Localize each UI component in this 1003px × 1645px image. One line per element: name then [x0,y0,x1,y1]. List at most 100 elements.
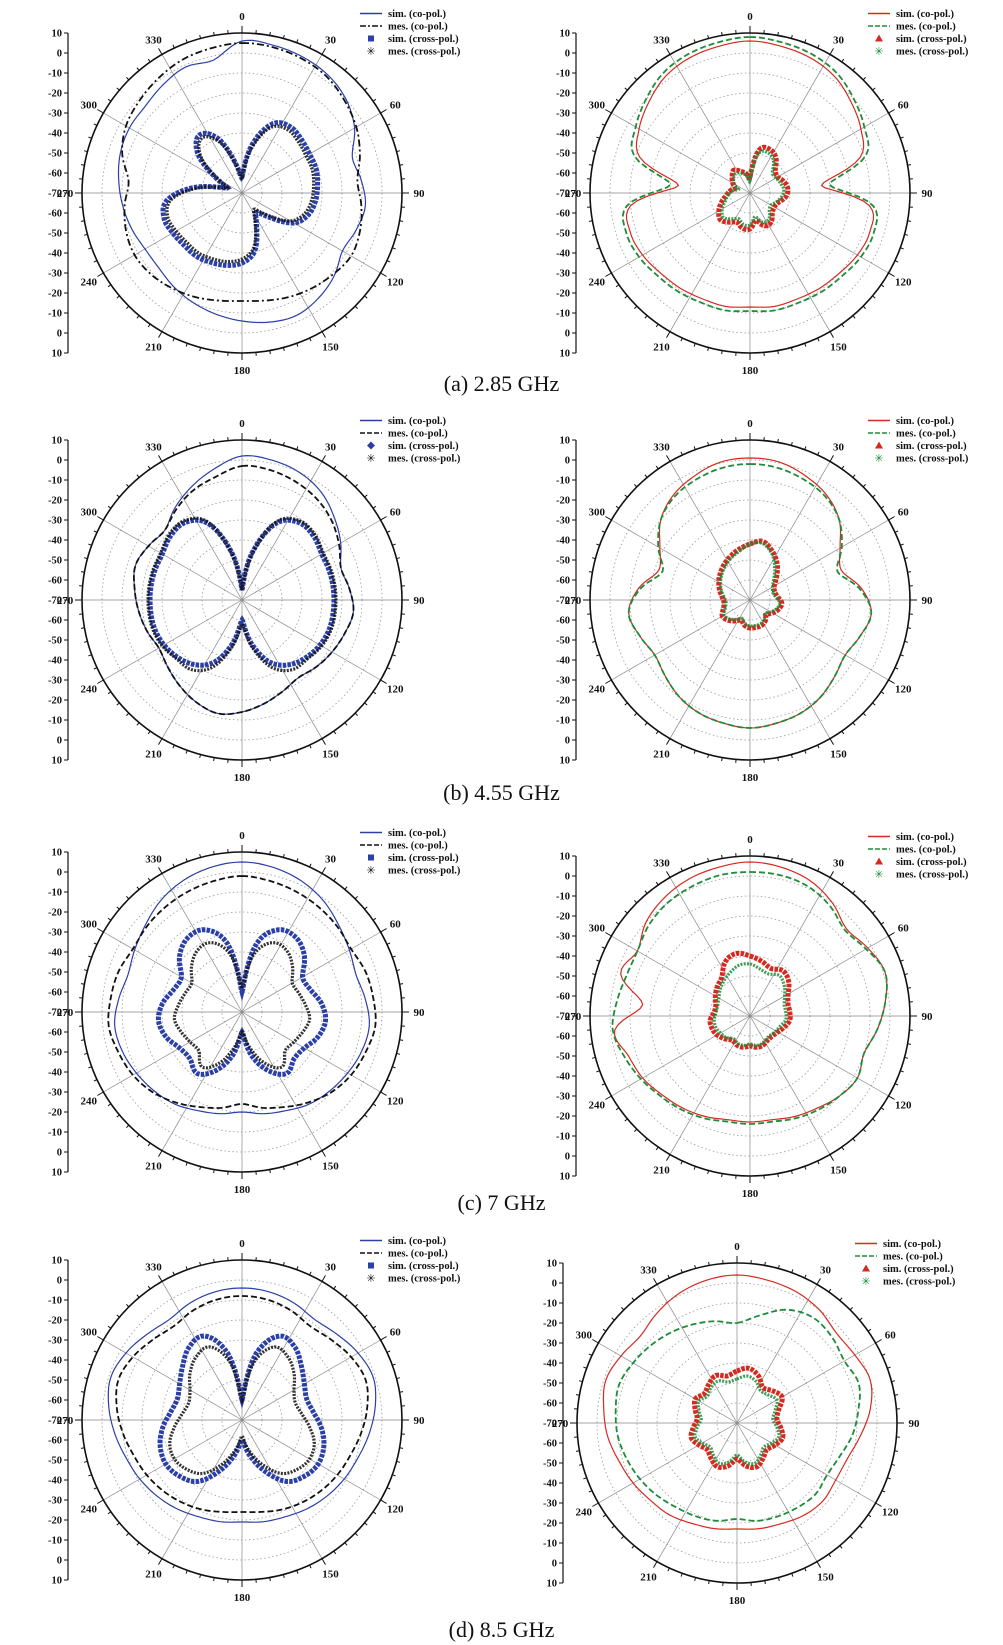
angle-tick-mark [136,474,140,478]
radial-tick-label: -40 [48,1356,62,1367]
grid-spoke [749,54,831,194]
angle-tick-mark [172,451,175,456]
angle-tick-mark [829,1154,834,1161]
angle-tick-mark [624,494,628,498]
angle-tick-mark [80,627,85,629]
angle-tick-mark [596,543,600,546]
angle-tick-label: 60 [898,507,910,519]
angle-tick-mark [777,1264,780,1269]
angle-tick-mark [88,543,92,546]
legend-swatch [875,857,883,865]
angle-tick-mark [804,862,807,866]
grid-spoke [161,1011,243,1151]
angle-tick-label: 330 [145,35,162,47]
angle-tick-mark [97,516,104,521]
angle-tick-label: 0 [239,830,245,842]
angle-tick-mark [655,323,659,328]
angle-tick-mark [172,337,175,342]
angle-tick-mark [199,441,202,446]
legend-swatch [862,1264,870,1272]
radial-tick-label: -30 [48,1496,62,1507]
angle-tick-mark [354,484,358,488]
angle-tick-mark [321,1275,326,1282]
angle-tick-label: 0 [747,418,753,430]
angle-tick-mark [615,691,620,695]
angle-tick-mark [862,1128,866,1132]
angle-tick-mark [172,1271,175,1276]
angle-tick-mark [588,987,593,989]
grid-spoke [736,1422,876,1504]
radial-tick-label: -30 [556,676,570,687]
angle-tick-mark [107,284,112,288]
radial-tick-label: -30 [556,269,570,280]
angle-tick-mark [707,857,710,862]
caption-d: (d) 8.5 GHz [448,1617,555,1642]
angle-tick-mark [777,854,779,859]
angle-tick-mark [116,1114,120,1118]
series-curve-3 [168,1345,316,1476]
angle-tick-mark [107,98,112,102]
angle-tick-mark [859,1525,863,1529]
angle-tick-mark [116,295,120,299]
angle-tick-mark [309,1564,312,1569]
angle-tick-mark [575,1450,580,1452]
angle-tick-mark [354,1124,358,1128]
angle-tick-label: 180 [742,365,759,377]
legend-label: mes. (cross-pol.) [388,866,461,877]
angle-tick-label: 60 [390,919,402,931]
angle-tick-mark [364,906,368,910]
angle-tick-mark [804,1166,807,1170]
angle-tick-mark [364,87,368,91]
angle-tick-mark [344,1542,348,1546]
angle-tick-mark [364,702,368,706]
legend-swatch [875,34,883,42]
angle-tick-mark [615,284,620,288]
grid-spoke [669,192,751,332]
radial-tick-label: -60 [48,988,62,999]
angle-tick-label: 270 [57,188,74,200]
angle-tick-mark [126,77,130,81]
radial-tick-label: -30 [48,1336,62,1347]
angle-tick-mark [354,896,358,900]
series-curve-2 [157,1333,327,1484]
angle-tick-mark [158,1150,163,1157]
angle-tick-mark [380,109,387,114]
angle-tick-mark [588,627,593,629]
angle-tick-label: 0 [747,11,753,23]
angle-tick-mark [694,1577,697,1582]
series-curve-2 [716,144,791,233]
angle-tick-mark [790,754,793,759]
angle-tick-mark [396,150,401,153]
angle-tick-mark [601,530,606,533]
radial-tick-label: -10 [48,476,62,487]
grid-spoke [669,461,751,601]
angle-tick-label: 150 [322,341,339,353]
grid-spoke [103,1011,243,1093]
angle-tick-mark [386,1487,391,1490]
angle-tick-mark [888,516,895,521]
angle-tick-mark [309,1271,312,1276]
angle-tick-mark [653,1561,658,1568]
angle-tick-mark [631,1545,635,1549]
angle-tick-mark [396,1052,401,1055]
angle-tick-mark [399,627,404,629]
angle-tick-mark [680,1160,683,1165]
legend-label: mes. (cross-pol.) [388,454,461,465]
angle-tick-mark [888,1095,895,1100]
angle-tick-label: 120 [387,277,404,289]
radial-tick-label: 10 [52,756,63,767]
angle-tick-label: 120 [387,1096,404,1108]
angle-tick-mark [900,247,904,250]
angle-tick-label: 210 [145,1160,162,1172]
angle-tick-mark [136,67,140,71]
legend-label: mes. (co-pol.) [883,1252,943,1263]
series-curve-1 [611,871,888,1125]
angle-tick-mark [199,1261,202,1266]
angle-tick-mark [596,247,600,250]
grid-spoke [611,192,751,274]
angle-tick-mark [611,1525,615,1529]
angle-tick-mark [333,1285,337,1290]
angle-tick-mark [888,932,895,937]
angle-tick-label: 240 [80,1096,97,1108]
radial-tick-label: -60 [48,616,62,627]
